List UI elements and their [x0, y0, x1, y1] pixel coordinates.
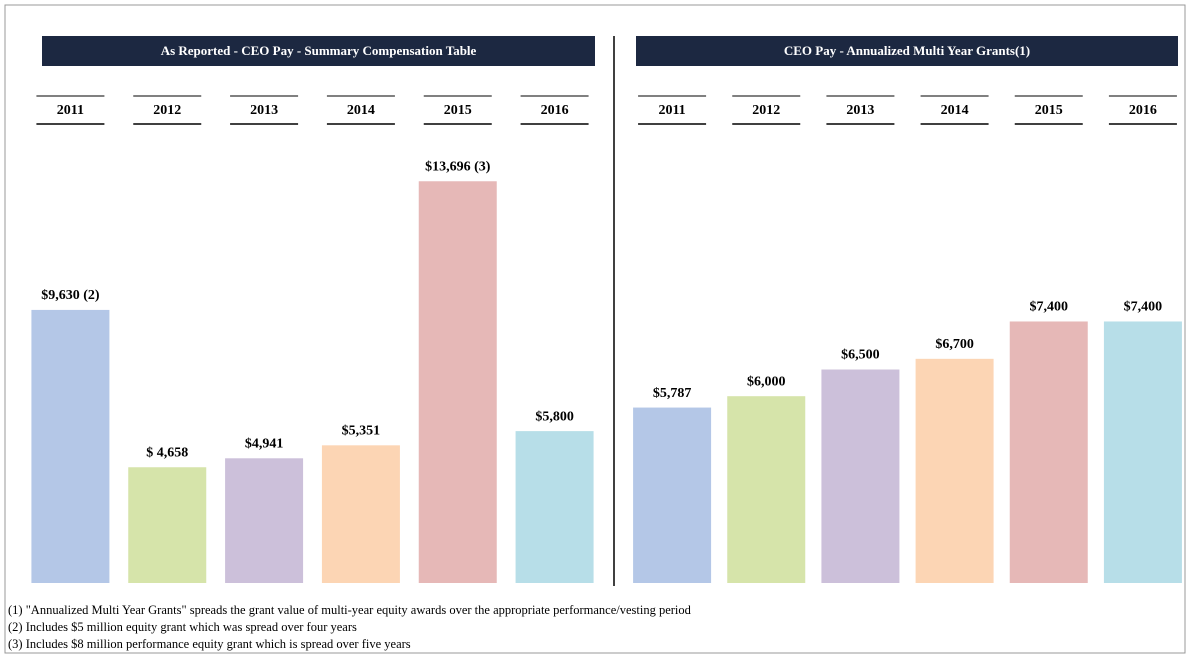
- bar: [515, 431, 594, 583]
- x-tick-label: 2013: [846, 103, 874, 118]
- value-label: $5,351: [342, 424, 381, 439]
- bar: [1103, 321, 1182, 583]
- footnote: (3) Includes $8 million performance equi…: [8, 637, 411, 651]
- value-label: $6,000: [747, 374, 786, 389]
- header-bar: [42, 36, 595, 66]
- value-label: $9,630 (2): [41, 288, 100, 303]
- x-tick-label: 2011: [57, 103, 84, 118]
- x-tick-label: 2016: [1129, 103, 1157, 118]
- bar: [821, 369, 900, 583]
- value-label: $6,700: [935, 337, 974, 352]
- bar: [915, 358, 994, 583]
- bar: [225, 458, 304, 583]
- value-label: $6,500: [841, 348, 880, 363]
- frame: [4, 4, 1186, 654]
- chart-title: As Reported - CEO Pay - Summary Compensa…: [161, 43, 477, 58]
- value-label: $4,941: [245, 437, 284, 452]
- value-label: $5,800: [535, 409, 574, 424]
- value-label: $ 4,658: [146, 445, 188, 460]
- value-label: $7,400: [1030, 300, 1069, 315]
- x-tick-label: 2012: [153, 103, 181, 118]
- value-label: $7,400: [1124, 300, 1163, 315]
- x-tick-label: 2012: [752, 103, 780, 118]
- chart-title: CEO Pay - Annualized Multi Year Grants(1…: [784, 43, 1030, 58]
- x-tick-label: 2014: [347, 103, 375, 118]
- x-tick-label: 2013: [250, 103, 278, 118]
- bar: [727, 396, 806, 583]
- bar: [1009, 321, 1088, 583]
- x-tick-label: 2015: [444, 103, 472, 118]
- header-bar: [636, 36, 1178, 66]
- value-label: $5,787: [653, 386, 692, 401]
- footnote: (2) Includes $5 million equity grant whi…: [8, 620, 357, 634]
- footnote: (1) "Annualized Multi Year Grants" sprea…: [8, 603, 692, 617]
- bar: [633, 407, 712, 583]
- bar: [128, 467, 207, 583]
- x-tick-label: 2011: [658, 103, 685, 118]
- x-tick-label: 2015: [1035, 103, 1063, 118]
- x-tick-label: 2016: [541, 103, 569, 118]
- bar: [321, 445, 400, 583]
- x-tick-label: 2014: [941, 103, 969, 118]
- value-label: $13,696 (3): [425, 159, 491, 174]
- bar: [418, 181, 497, 584]
- bar: [31, 309, 110, 583]
